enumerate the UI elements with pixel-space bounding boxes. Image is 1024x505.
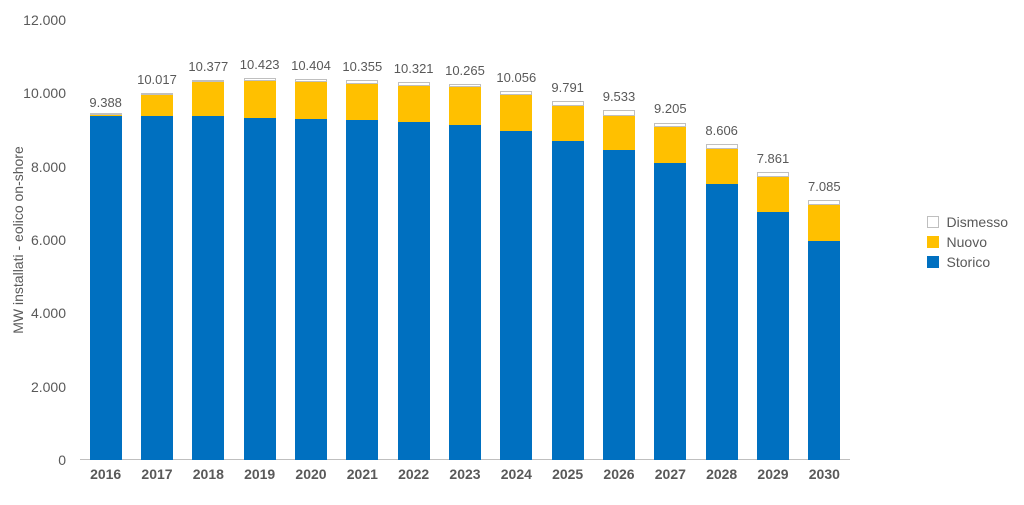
bar-total-label: 7.085 xyxy=(808,179,841,194)
legend-swatch-dismesso xyxy=(927,216,939,228)
x-tick-label: 2025 xyxy=(552,466,583,482)
y-axis: 02.0004.0006.0008.00010.00012.000 xyxy=(0,20,80,460)
bar-segment-nuovo xyxy=(141,95,173,116)
bar-segment-storico xyxy=(808,241,840,460)
y-tick-label: 12.000 xyxy=(0,12,66,28)
y-tick-label: 8.000 xyxy=(0,159,66,175)
bar-segment-storico xyxy=(706,184,738,460)
bar-total-label: 10.423 xyxy=(240,57,280,72)
x-tick-label: 2018 xyxy=(193,466,224,482)
bar-segment-storico xyxy=(244,118,276,460)
legend-label: Nuovo xyxy=(947,234,987,250)
bar-group: 8.606 xyxy=(706,144,738,460)
bar-segment-nuovo xyxy=(244,81,276,118)
legend-swatch-storico xyxy=(927,256,939,268)
bar-segment-storico xyxy=(398,122,430,460)
x-tick-label: 2021 xyxy=(347,466,378,482)
y-tick-label: 4.000 xyxy=(0,305,66,321)
bar-segment-storico xyxy=(295,119,327,460)
plot-area: 9.388 10.017 10.377 10.423 10.404 10.355 10.32… xyxy=(80,20,850,460)
x-tick-label: 2022 xyxy=(398,466,429,482)
bar-group: 9.533 xyxy=(603,110,635,460)
bar-group: 10.355 xyxy=(346,80,378,460)
legend-swatch-nuovo xyxy=(927,236,939,248)
legend-label: Dismesso xyxy=(947,214,1008,230)
bar-total-label: 9.388 xyxy=(89,95,122,110)
legend-label: Storico xyxy=(947,254,991,270)
bar-total-label: 9.791 xyxy=(551,80,584,95)
legend-item-storico: Storico xyxy=(927,254,1008,270)
x-tick-label: 2027 xyxy=(655,466,686,482)
bar-total-label: 10.265 xyxy=(445,63,485,78)
bar-group: 10.377 xyxy=(192,80,224,460)
bar-segment-storico xyxy=(449,125,481,461)
bar-total-label: 8.606 xyxy=(705,123,738,138)
x-tick-label: 2023 xyxy=(449,466,480,482)
bar-segment-nuovo xyxy=(808,205,840,240)
bar-group: 10.404 xyxy=(295,79,327,460)
x-tick-label: 2017 xyxy=(141,466,172,482)
y-tick-label: 0 xyxy=(0,452,66,468)
bar-group: 10.056 xyxy=(500,91,532,460)
bar-group: 10.321 xyxy=(398,82,430,460)
bar-total-label: 10.404 xyxy=(291,58,331,73)
bar-segment-nuovo xyxy=(552,106,584,141)
bar-total-label: 9.533 xyxy=(603,89,636,104)
onshore-wind-stacked-bar-chart: MW installati - eolico on-shore 02.0004.… xyxy=(0,0,1024,505)
bars-container: 9.388 10.017 10.377 10.423 10.404 10.355 10.32… xyxy=(80,20,850,460)
bar-total-label: 7.861 xyxy=(757,151,790,166)
bar-group: 7.861 xyxy=(757,172,789,460)
x-tick-label: 2026 xyxy=(603,466,634,482)
x-tick-label: 2024 xyxy=(501,466,532,482)
bar-segment-nuovo xyxy=(346,84,378,120)
bar-segment-storico xyxy=(192,116,224,460)
bar-segment-storico xyxy=(654,163,686,460)
bar-group: 9.205 xyxy=(654,123,686,461)
bar-segment-nuovo xyxy=(706,149,738,184)
bar-segment-nuovo xyxy=(654,127,686,162)
legend-item-nuovo: Nuovo xyxy=(927,234,1008,250)
bar-segment-nuovo xyxy=(295,82,327,119)
bar-group: 10.265 xyxy=(449,84,481,460)
bar-segment-nuovo xyxy=(449,87,481,124)
bar-segment-storico xyxy=(552,141,584,460)
bar-segment-nuovo xyxy=(603,116,635,149)
legend-item-dismesso: Dismesso xyxy=(927,214,1008,230)
y-tick-label: 2.000 xyxy=(0,379,66,395)
y-tick-label: 10.000 xyxy=(0,85,66,101)
x-tick-label: 2019 xyxy=(244,466,275,482)
bar-group: 10.423 xyxy=(244,78,276,460)
bar-group: 9.791 xyxy=(552,101,584,460)
bar-total-label: 10.377 xyxy=(188,59,228,74)
legend: Dismesso Nuovo Storico xyxy=(927,210,1008,274)
bar-segment-nuovo xyxy=(192,82,224,116)
bar-segment-storico xyxy=(603,150,635,460)
bar-segment-nuovo xyxy=(757,177,789,212)
bar-group: 9.388 xyxy=(90,113,122,460)
bar-total-label: 10.321 xyxy=(394,61,434,76)
x-tick-label: 2016 xyxy=(90,466,121,482)
bar-total-label: 9.205 xyxy=(654,101,687,116)
x-tick-label: 2020 xyxy=(295,466,326,482)
bar-group: 10.017 xyxy=(141,93,173,460)
bar-segment-nuovo xyxy=(398,86,430,122)
bar-segment-nuovo xyxy=(500,95,532,131)
bar-segment-storico xyxy=(500,131,532,460)
bar-total-label: 10.355 xyxy=(342,59,382,74)
bar-segment-storico xyxy=(346,120,378,460)
x-axis: 2016 2017 2018 2019 2020 2021 2022 2023 2024 2025… xyxy=(80,460,850,484)
x-tick-label: 2028 xyxy=(706,466,737,482)
bar-segment-storico xyxy=(757,212,789,460)
bar-total-label: 10.056 xyxy=(496,70,536,85)
y-tick-label: 6.000 xyxy=(0,232,66,248)
x-tick-label: 2029 xyxy=(757,466,788,482)
x-tick-label: 2030 xyxy=(809,466,840,482)
bar-total-label: 10.017 xyxy=(137,72,177,87)
bar-group: 7.085 xyxy=(808,200,840,460)
bar-segment-storico xyxy=(141,116,173,460)
bar-segment-storico xyxy=(90,116,122,460)
